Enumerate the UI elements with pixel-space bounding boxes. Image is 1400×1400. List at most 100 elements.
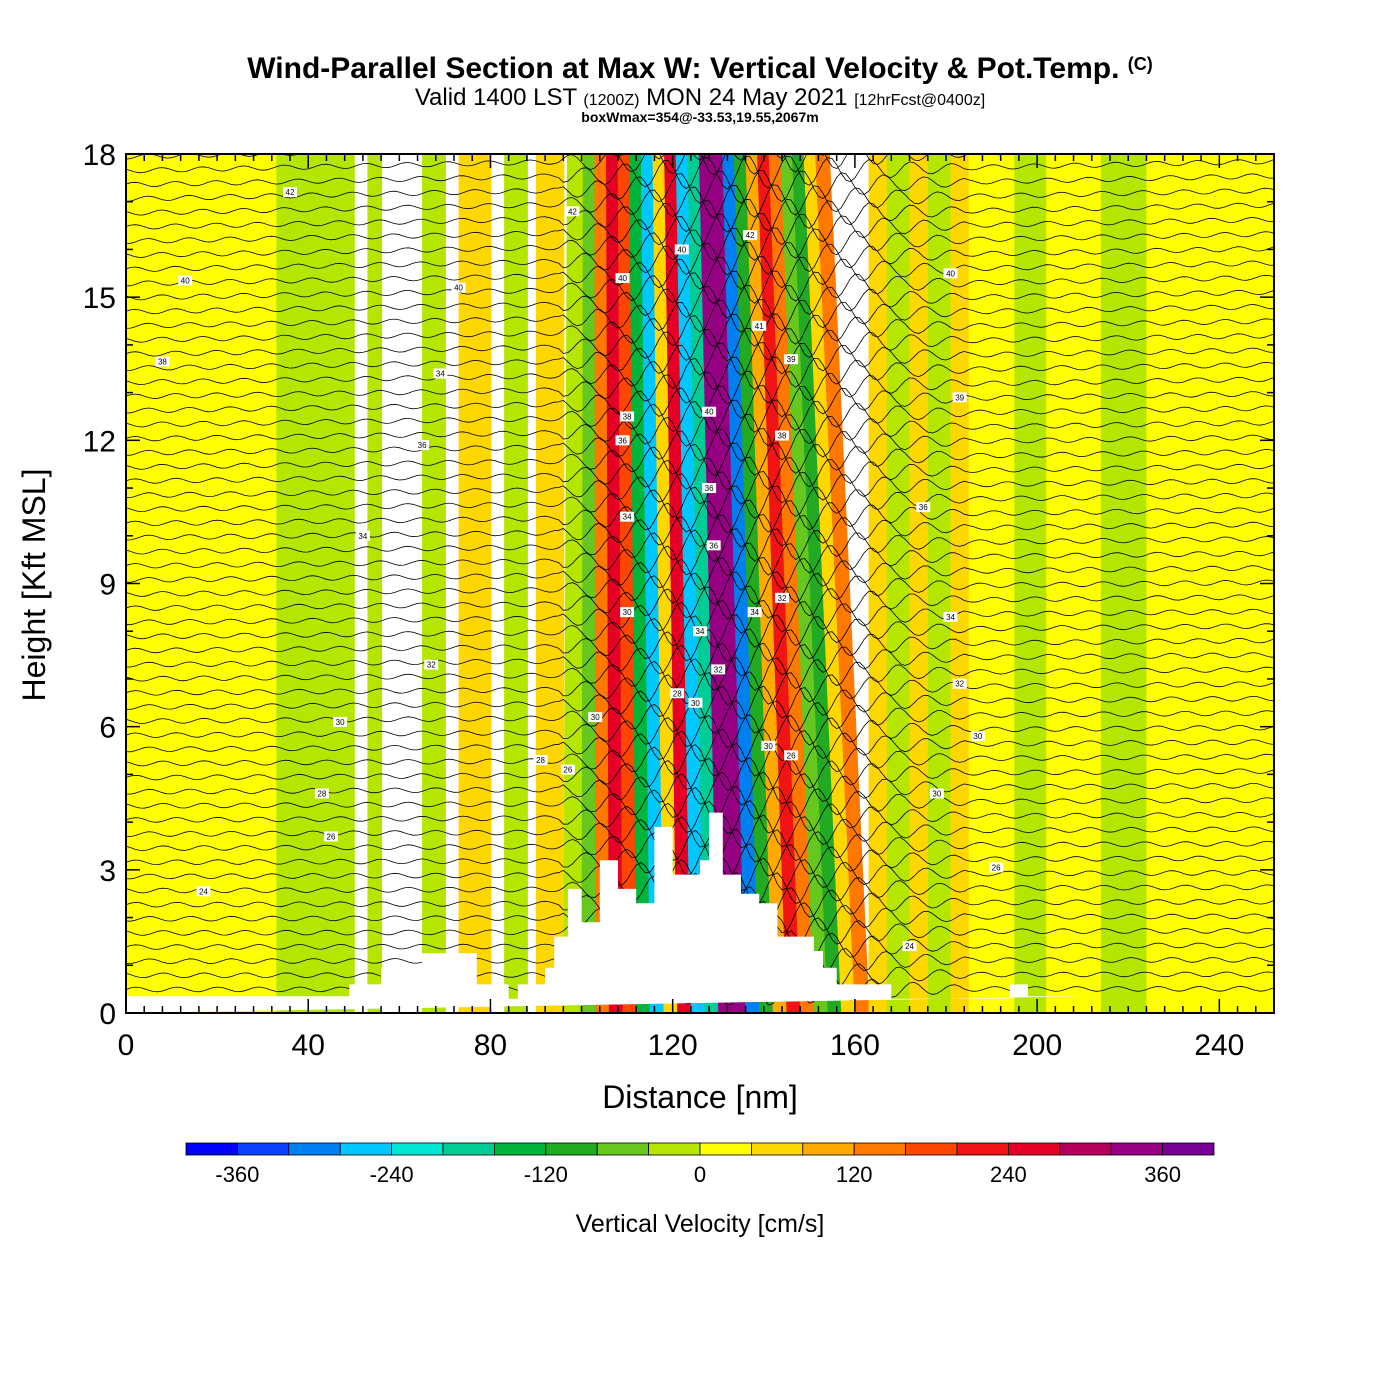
contour-label-bg-13 <box>615 273 630 284</box>
contour-label-22: 40 <box>705 408 714 417</box>
contour-label-35: 30 <box>764 742 773 751</box>
theta-contour-24 <box>126 628 1274 663</box>
contour-label-bg-38 <box>952 392 967 403</box>
title-main: Wind-Parallel Section at Max W: Vertical… <box>247 52 1120 85</box>
contour-label-24: 36 <box>709 541 718 550</box>
contour-label-bg-32 <box>775 430 789 441</box>
y-tick-label-12: 12 <box>83 425 116 458</box>
theta-contour-52 <box>126 227 1274 262</box>
contour-label-38: 39 <box>955 393 964 402</box>
theta-contours <box>126 154 1274 1006</box>
terrain-profile <box>126 812 1088 1013</box>
theta-contour-44 <box>126 342 1274 376</box>
colorbar-tick--240: -240 <box>370 1162 414 1187</box>
theta-contour-43 <box>126 356 1274 391</box>
theta-contour-17 <box>126 728 1274 763</box>
theta-contour-15 <box>126 757 1274 791</box>
contour-label-32: 38 <box>778 432 787 441</box>
contour-label-39: 36 <box>919 503 928 512</box>
theta-contour-45 <box>126 327 1274 362</box>
contour-label-bg-31 <box>784 354 799 365</box>
contour-label-31: 39 <box>787 355 796 364</box>
theta-contour-33 <box>126 499 1274 534</box>
contour-label-0: 42 <box>286 188 295 197</box>
w-band-25 <box>768 154 815 1013</box>
contour-label-bg-7 <box>333 716 348 727</box>
theta-contour-29 <box>126 556 1274 591</box>
contour-label-bg-14 <box>620 411 635 422</box>
boxwmax-text: boxWmax=354@-33.53,19.55,2067m <box>581 109 819 125</box>
y-axis-label: Height [Kft MSL] <box>16 469 52 702</box>
colorbar-swatch-8 <box>596 1142 650 1156</box>
contour-label-bg-40 <box>943 611 958 622</box>
w-band-31 <box>886 154 911 1013</box>
x-tick-label-0: 0 <box>118 1029 135 1062</box>
contour-label-bg-22 <box>702 406 717 417</box>
colorbar-swatch-17 <box>1059 1142 1112 1156</box>
w-band-21 <box>722 154 761 1013</box>
w-band-17 <box>675 154 706 1013</box>
contour-label-bg-2 <box>155 356 170 367</box>
theta-contour-21 <box>126 671 1274 706</box>
theta-contour-10 <box>126 828 1274 863</box>
colorbar-swatch-7 <box>545 1142 598 1156</box>
theta-contour-54 <box>126 198 1274 233</box>
w-band-4 <box>458 154 474 1013</box>
w-band-39 <box>1146 154 1274 1013</box>
w-band-20 <box>710 154 747 1013</box>
theta-contour-30 <box>126 542 1274 577</box>
w-band-28 <box>803 154 856 1013</box>
colorbar-swatch-19 <box>1162 1142 1215 1156</box>
contour-label-bg-11 <box>451 282 466 293</box>
colorbar-swatch-1 <box>236 1142 290 1156</box>
contour-label-bg-0 <box>283 187 297 198</box>
contour-label-bg-16 <box>620 511 635 522</box>
contour-label-bg-20 <box>560 764 575 775</box>
theta-contour-50 <box>126 256 1274 290</box>
terrain-mask <box>126 812 1088 1013</box>
contour-label-16: 34 <box>623 513 632 522</box>
theta-contour-labels: 42 40 38 34 36 34 32 30 28 26 24 40 42 40 38 36 34 30 30 28… <box>155 187 1004 952</box>
contour-label-25: 34 <box>696 627 705 636</box>
contour-label-5: 34 <box>358 532 367 541</box>
colorbar-swatch-14 <box>905 1142 958 1156</box>
theta-contour-48 <box>126 284 1274 319</box>
contour-label-9: 26 <box>327 832 336 841</box>
theta-contour-47 <box>126 299 1274 333</box>
contour-label-34: 32 <box>778 594 787 603</box>
x-tick-label-80: 80 <box>474 1029 507 1062</box>
contour-label-bg-35 <box>761 740 776 751</box>
contour-label-19: 28 <box>536 756 545 765</box>
w-band-38 <box>1100 154 1148 1013</box>
contour-label-6: 32 <box>427 661 436 670</box>
w-band-29 <box>815 154 870 1013</box>
colorbar-swatch-13 <box>853 1142 907 1156</box>
contour-label-12: 42 <box>568 207 577 216</box>
contour-label-bg-25 <box>693 626 707 637</box>
contour-label-41: 32 <box>955 680 964 689</box>
contour-label-15: 36 <box>618 436 627 445</box>
chart-subtitle: Valid 1400 LST (1200Z) MON 24 May 2021 [… <box>0 84 1400 112</box>
y-tick-label-6: 6 <box>99 712 116 745</box>
contour-label-bg-26 <box>711 664 726 675</box>
theta-contour-20 <box>126 685 1274 720</box>
colorbar-swatch-11 <box>751 1142 804 1156</box>
theta-contour-55 <box>126 184 1274 219</box>
contour-label-bg-12 <box>565 206 580 217</box>
colorbar-swatch-5 <box>442 1142 495 1156</box>
contour-label-8: 28 <box>317 789 326 798</box>
w-band-27 <box>791 154 843 1013</box>
theta-contour-37 <box>126 442 1274 477</box>
colorbar-swatch-6 <box>493 1142 547 1156</box>
contour-label-bg-44 <box>989 862 1004 873</box>
theta-contour-57 <box>126 155 1274 190</box>
w-band-1 <box>276 154 355 1013</box>
contour-label-bg-41 <box>952 678 967 689</box>
contour-label-bg-23 <box>702 483 717 494</box>
contour-label-29: 42 <box>746 231 755 240</box>
title-mark: (C) <box>1127 54 1153 74</box>
w-band-26 <box>780 154 829 1013</box>
theta-contour-25 <box>126 614 1274 648</box>
contour-label-bg-10 <box>196 886 211 897</box>
contour-label-20: 26 <box>563 766 572 775</box>
